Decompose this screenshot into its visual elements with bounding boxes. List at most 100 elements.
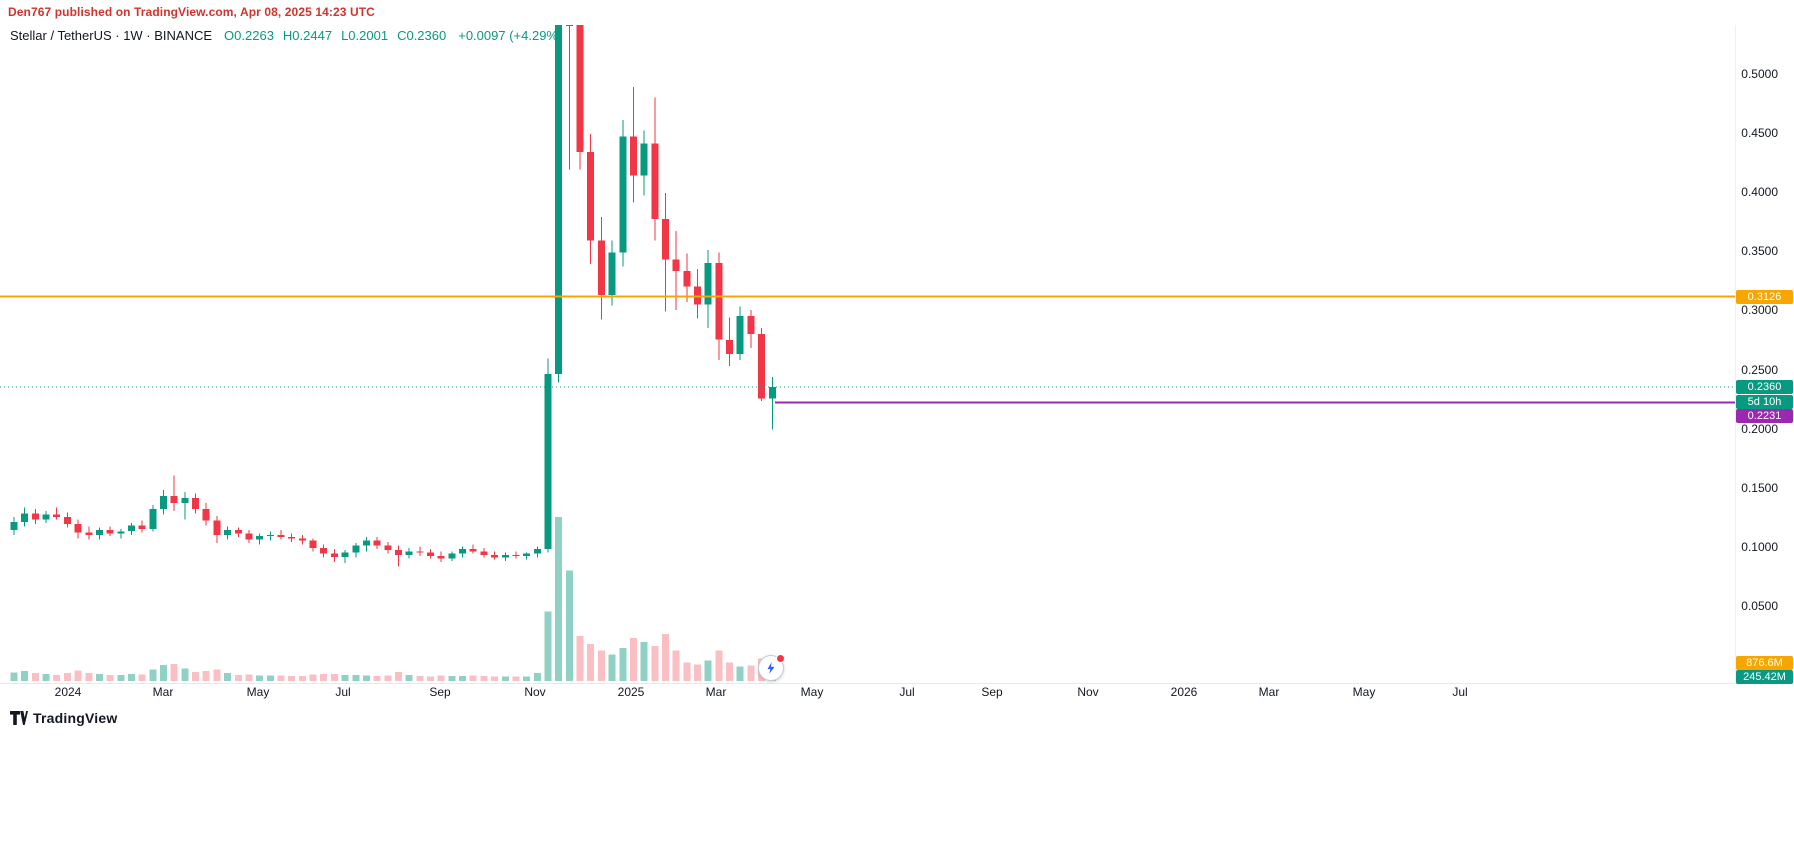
candle-body [555,25,563,374]
candle-body [256,536,264,540]
volume-bar [395,672,402,681]
volume-bar [587,644,595,681]
volume-bar [480,676,488,681]
candle-body [10,521,18,531]
candle-body [597,240,605,295]
volume-bar [320,674,328,681]
candle-body [330,553,338,558]
candle-body [213,520,221,535]
notification-dot [776,654,785,663]
ohlc-o: O0.2263 [224,28,274,43]
candle-body [437,556,445,559]
candle-body [95,530,103,535]
volume-bar [619,648,627,681]
volume-bar [256,675,264,681]
candle-body [768,387,776,399]
volume-bar [160,665,167,681]
candle-body [662,219,669,260]
volume-bar [416,675,424,681]
volume-bar [53,674,61,681]
volume-bar [544,611,552,681]
candle-body [576,25,584,152]
candle-body [245,533,253,540]
tradingview-logo-icon [10,711,28,725]
volume-bar [373,675,381,681]
candle-body [170,495,178,503]
volume-bar [533,673,541,681]
volume-bar [491,676,499,681]
candle-body [726,339,734,354]
candle-body [480,551,488,555]
volume-bar [42,673,50,681]
candle-body [694,286,701,305]
candle-body [491,554,499,558]
candle-body [266,534,274,536]
volume-bar [662,633,669,681]
volume-bar [63,673,71,681]
time-axis-divider [0,683,1794,684]
volume-bar [85,672,93,681]
candle-body [758,333,766,399]
volume-bar [437,675,445,681]
candle-body [544,374,552,549]
volume-bar [672,650,680,682]
candle-body [395,550,402,555]
idea-flash-icon[interactable] [758,654,785,681]
candle-body [160,495,167,509]
ohlc-h: H0.2447 [282,28,333,43]
candle-body [42,514,50,520]
volume-bar [469,675,477,681]
candle-body [320,547,328,554]
volume-bar [117,675,125,681]
volume-bar [10,672,18,681]
volume-bar [576,635,584,681]
volume-bar [213,669,221,681]
candle-body [651,143,659,220]
candle-body [512,554,520,557]
candle-body [672,259,680,272]
ohlc-l: L0.2001 [341,28,389,43]
volume-bar [309,674,317,681]
volume-bar [245,674,253,681]
candle-body [704,262,712,305]
candle-body [362,540,370,546]
volume-bar [683,662,691,681]
ohlc-values: O0.2263 H0.2447 L0.2001 C0.2360 [224,28,446,43]
candle-body [341,552,349,558]
volume-bar [459,675,467,681]
candle-body [640,143,648,176]
volume-bar [149,669,157,681]
volume-bar [384,675,392,681]
candle-body [427,552,434,556]
candle-body [202,508,210,521]
candle-body [224,530,232,535]
candle-body [117,531,125,534]
volume-bar [694,664,701,681]
volume-bar [629,638,637,682]
volume-bar [427,676,434,681]
volume-bar [224,673,232,681]
volume-bar [448,676,456,681]
volume-bar [74,670,82,681]
volume-bar [512,676,520,681]
candle-body [74,524,82,533]
tradingview-logo[interactable]: TradingView [10,710,117,726]
candle-body [405,551,413,555]
volume-bar [555,517,563,681]
candle-body [298,538,306,541]
volume-bar [640,642,648,681]
candle-body [501,554,509,558]
symbol-title[interactable]: Stellar / TetherUS · 1W · BINANCE [10,28,213,43]
volume-bar [405,675,413,681]
volume-bar [138,674,146,681]
candle-body [533,549,541,554]
volume-bar [170,664,178,681]
candle-body [459,549,467,554]
candle-body [85,532,93,535]
volume-bar [330,673,338,681]
candle-body [736,316,744,354]
volume-bar [501,676,509,681]
candle-body [629,136,637,176]
candle-body [416,551,424,553]
